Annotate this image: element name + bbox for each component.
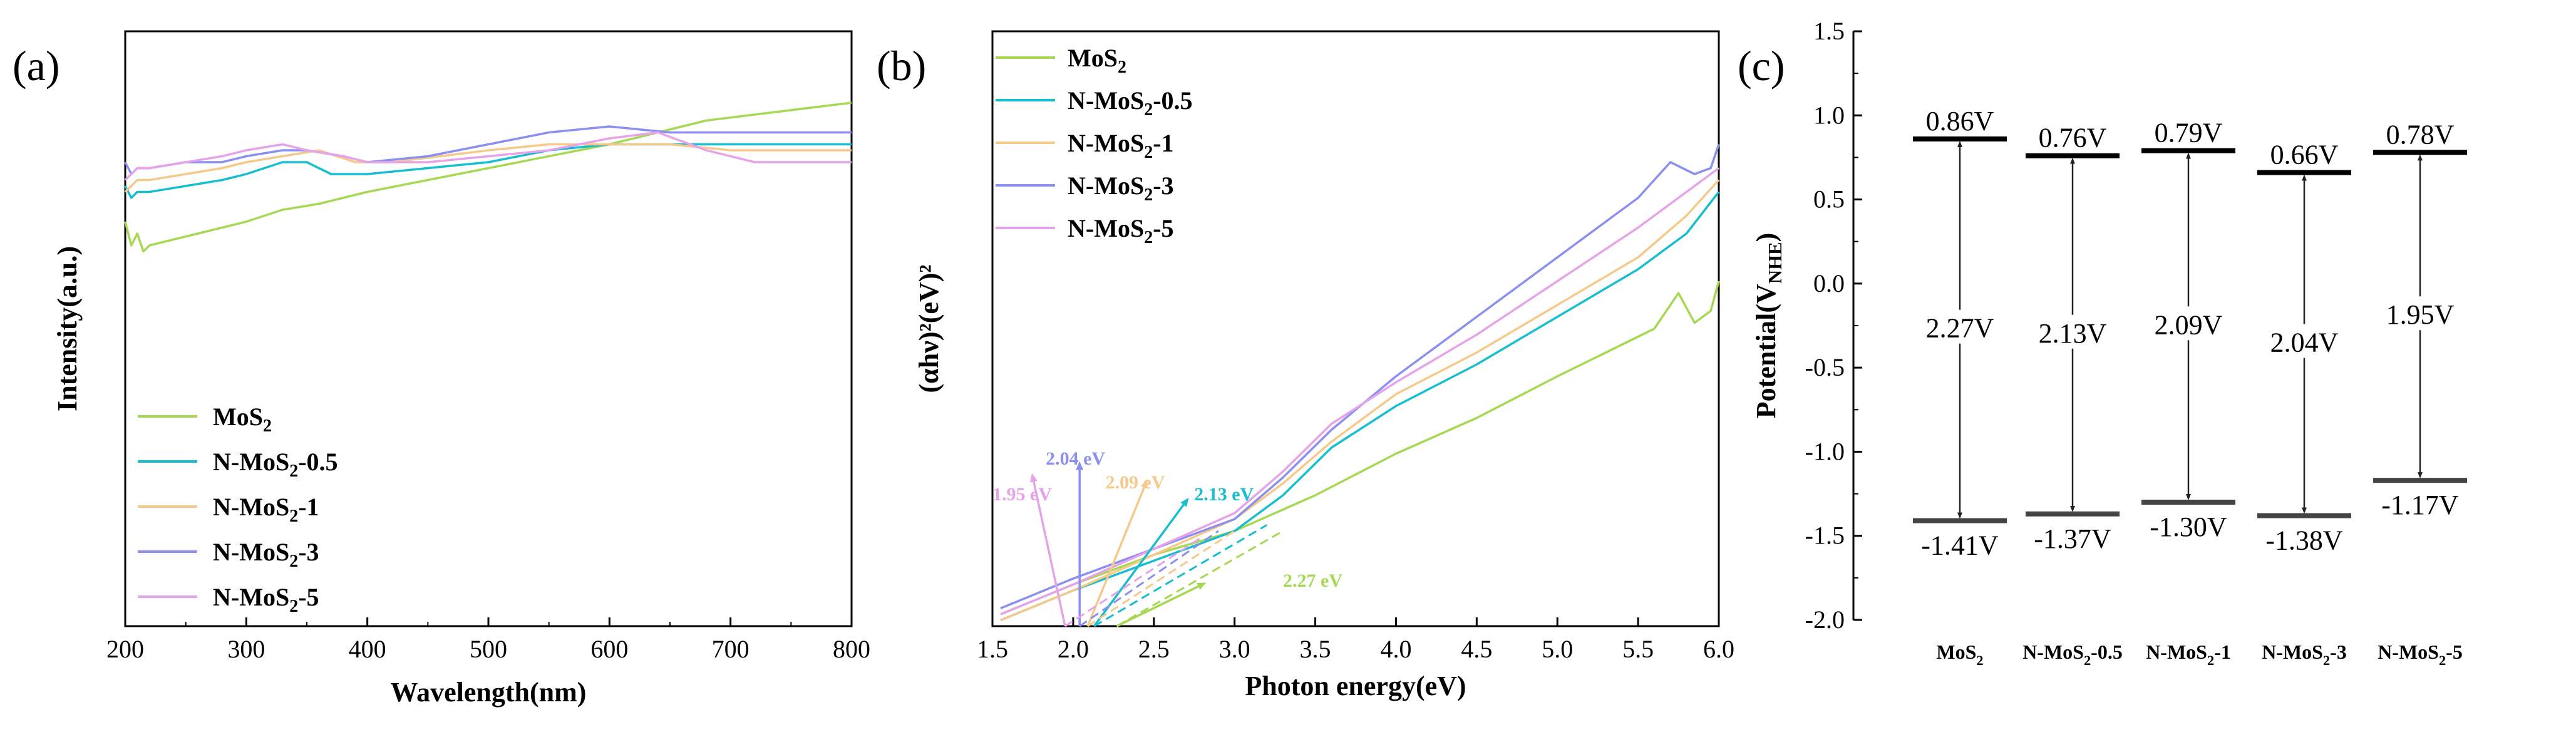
- panel-label-a: (a): [13, 42, 59, 90]
- legend-label: MoS2: [1068, 44, 1126, 77]
- band-gap-arrow: [1116, 582, 1207, 627]
- y-tick-label: 0.5: [1813, 185, 1845, 214]
- cb-potential-label: -1.30V: [2150, 512, 2227, 542]
- band-gap-label: 1.95V: [2386, 299, 2455, 330]
- cb-potential-label: -1.37V: [2034, 523, 2111, 554]
- band-gap-label: 2.09V: [2155, 309, 2223, 340]
- x-tick-label: 6.0: [1703, 635, 1734, 663]
- y-tick-label: -0.5: [1805, 353, 1845, 381]
- x-tick-label: 2.0: [1058, 635, 1089, 663]
- cb-potential-label: -1.41V: [1921, 530, 1999, 561]
- tangent-line: [1116, 530, 1284, 627]
- legend-label: N-MoS2-1: [1068, 129, 1174, 162]
- x-tick-label: 700: [712, 635, 750, 663]
- panel-b-plot: 1.5 2.0 2.5 3.0 3.5 4.0 4.5 5.0 5.5 6.0 Photon ene…: [914, 30, 1734, 701]
- sample-label: N-MoS2-0.5: [2022, 641, 2123, 668]
- y-tick-label: -1.0: [1805, 437, 1845, 465]
- vb-potential-label: 0.79V: [2155, 118, 2223, 148]
- gap-label-bg: [2381, 296, 2459, 331]
- x-tick-label: 5.0: [1542, 635, 1573, 663]
- band-gap-label: 2.27V: [1926, 313, 1994, 344]
- y-axis-title: Potential(VNHE): [1751, 233, 1786, 418]
- panel-c: (c) 1.5 1.0 0.5 0.0 -0.5 -1.0 -1.5 -2.0 Potentia…: [1738, 17, 2467, 668]
- y-tick-label: 0.0: [1813, 269, 1845, 297]
- y-axis-title: Intensity(a.u.): [52, 246, 83, 411]
- series-line: [124, 131, 852, 181]
- band-gap-label: 2.04 eV: [1046, 448, 1105, 469]
- sample-label: N-MoS2-3: [2262, 641, 2347, 668]
- vb-potential-label: 0.78V: [2386, 119, 2455, 150]
- legend-label: N-MoS2-5: [213, 583, 319, 616]
- vb-potential-label: 0.76V: [2039, 123, 2107, 153]
- band-gap-label: 2.27 eV: [1283, 570, 1342, 591]
- legend-label: N-MoS2-3: [213, 538, 319, 571]
- x-tick-label: 800: [833, 635, 870, 663]
- tangent-line: [1079, 530, 1219, 627]
- band-gap-label: 2.04V: [2270, 327, 2339, 358]
- x-axis-title: Photon energy(eV): [1245, 671, 1466, 701]
- y-tick-label: -2.0: [1805, 605, 1845, 634]
- panel-b: (b) 1.5 2.0 2.5 3.0 3.5 4.0 4.5 5.0 5.5 6.0 Photon…: [877, 30, 1734, 701]
- cb-potential-label: -1.17V: [2381, 490, 2459, 520]
- series-line: [124, 101, 852, 253]
- band-gap-arrow: [1030, 473, 1066, 627]
- gap-label-bg: [2150, 306, 2227, 341]
- band-gap-arrow: [1093, 497, 1189, 627]
- legend-label: N-MoS2-5: [1068, 214, 1174, 247]
- panel-a: (a) 200 300 400 500 600 700 800 Wavelength(nm) I…: [13, 30, 870, 708]
- tangent-line: [1064, 536, 1203, 627]
- x-tick-label: 600: [590, 635, 628, 663]
- x-tick-label: 4.5: [1461, 635, 1492, 663]
- x-tick-label: 300: [227, 635, 265, 663]
- band-gap-label: 2.13 eV: [1194, 484, 1254, 505]
- gap-label-bg: [2034, 314, 2111, 349]
- series-line: [124, 143, 852, 193]
- sample-label: N-MoS2-5: [2378, 641, 2463, 668]
- series-line: [1000, 191, 1720, 622]
- x-axis-title: Wavelength(nm): [391, 677, 587, 708]
- x-tick-label: 200: [106, 635, 144, 663]
- sample-label: N-MoS2-1: [2146, 641, 2231, 668]
- band-gap-arrow: [1086, 479, 1148, 627]
- series-line: [1000, 179, 1720, 622]
- vb-potential-label: 0.66V: [2270, 140, 2339, 170]
- x-tick-label: 1.5: [977, 635, 1008, 663]
- gap-label-bg: [1921, 309, 1999, 344]
- panel-label-c: (c): [1738, 42, 1785, 90]
- legend-label: N-MoS2-0.5: [1068, 86, 1193, 120]
- tangent-line: [1087, 530, 1235, 627]
- gap-label-bg: [2265, 324, 2343, 358]
- y-axis-title: (αhν)²(eV)²: [914, 265, 944, 393]
- plot-frame: [124, 30, 853, 627]
- tangent-line: [1093, 524, 1267, 627]
- x-tick-label: 400: [349, 635, 386, 663]
- series-line: [1000, 167, 1720, 616]
- y-tick-label: -1.5: [1805, 522, 1845, 550]
- legend-label: MoS2: [213, 403, 272, 436]
- band-gap-label: 1.95 eV: [992, 484, 1052, 505]
- legend-label: N-MoS2-0.5: [213, 448, 338, 481]
- y-tick-label: 1.0: [1813, 101, 1845, 129]
- sample-label: MoS2: [1936, 641, 1983, 668]
- panel-a-plot: 200 300 400 500 600 700 800 Wavelength(nm) Inten…: [52, 30, 870, 708]
- cb-potential-label: -1.38V: [2265, 525, 2343, 555]
- x-tick-label: 4.0: [1380, 635, 1411, 663]
- x-tick-label: 3.0: [1219, 635, 1250, 663]
- vb-potential-label: 0.86V: [1926, 106, 1994, 137]
- plot-frame: [991, 30, 1720, 627]
- panel-label-b: (b): [877, 42, 926, 90]
- y-tick-label: 1.5: [1813, 17, 1845, 45]
- band-gap-label: 2.09 eV: [1105, 472, 1165, 493]
- legend-label: N-MoS2-1: [213, 493, 319, 526]
- band-gap-label: 2.13V: [2039, 318, 2107, 349]
- panel-c-plot: 1.5 1.0 0.5 0.0 -0.5 -1.0 -1.5 -2.0 Potential(VN…: [1751, 17, 2467, 668]
- series-line: [1000, 281, 1720, 616]
- x-tick-label: 3.5: [1300, 635, 1331, 663]
- x-tick-label: 5.5: [1622, 635, 1654, 663]
- legend-label: N-MoS2-3: [1068, 172, 1174, 205]
- x-tick-label: 500: [470, 635, 507, 663]
- x-tick-label: 2.5: [1138, 635, 1170, 663]
